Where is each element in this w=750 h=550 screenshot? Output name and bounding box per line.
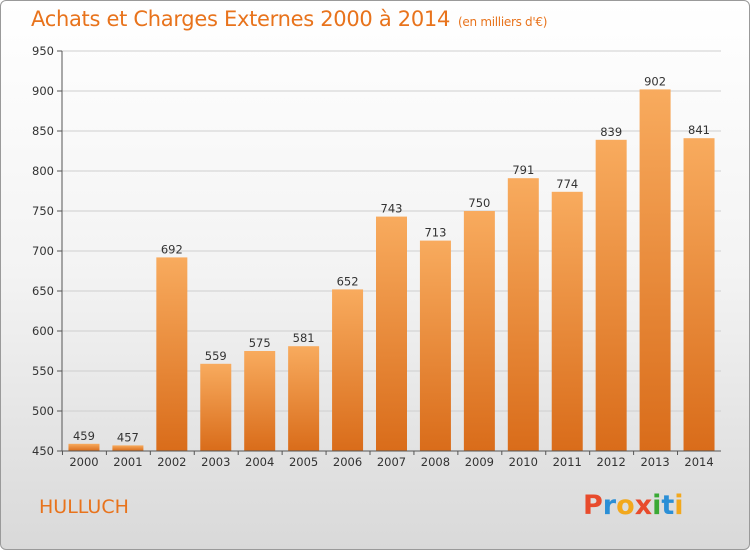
x-tick-label: 2004 — [245, 455, 274, 469]
x-tick-label: 2002 — [157, 455, 186, 469]
data-label: 902 — [644, 74, 666, 88]
y-tick-label: 800 — [32, 164, 54, 178]
x-tick-label: 2012 — [597, 455, 626, 469]
bar — [595, 139, 627, 452]
x-tick-labels: 2000 2001 2002 2003 2004 2005 2006 2007 2008 2009… — [69, 455, 713, 469]
logo-letter: i — [652, 490, 662, 521]
y-tick-label: 600 — [32, 324, 54, 338]
proxiti-logo[interactable]: Proxiti — [583, 490, 684, 521]
axes — [61, 51, 721, 455]
data-label: 743 — [381, 202, 403, 216]
bar — [156, 257, 188, 451]
data-label: 774 — [556, 177, 578, 191]
y-tick-label: 450 — [32, 444, 54, 458]
y-tick-label: 500 — [32, 404, 54, 418]
bar — [288, 346, 320, 451]
x-tick-label: 2011 — [553, 455, 582, 469]
bar — [376, 216, 407, 451]
data-label: 575 — [249, 336, 271, 350]
y-tick-label: 550 — [32, 364, 54, 378]
bar — [200, 363, 232, 451]
bar — [639, 89, 671, 452]
logo-letter: P — [583, 490, 603, 521]
x-tick-label: 2001 — [113, 455, 142, 469]
data-labels: 459 457 692 559 575 581 652 743 713 750 791 774 839 9… — [73, 74, 710, 444]
data-label: 713 — [424, 226, 446, 240]
x-tick-label: 2014 — [684, 455, 713, 469]
y-tick-label: 950 — [32, 44, 54, 58]
y-tick-label: 650 — [32, 284, 54, 298]
logo-letter: i — [674, 490, 684, 521]
y-tick-label: 900 — [32, 84, 54, 98]
bar — [68, 443, 100, 451]
bar — [244, 351, 276, 451]
y-tick-label: 750 — [32, 204, 54, 218]
data-label: 459 — [73, 429, 95, 443]
x-tick-label: 2009 — [465, 455, 494, 469]
bar — [507, 178, 539, 451]
bars — [68, 89, 715, 452]
x-tick-label: 2007 — [377, 455, 406, 469]
x-tick-label: 2008 — [421, 455, 450, 469]
data-label: 457 — [117, 430, 139, 444]
y-tick-label: 700 — [32, 244, 54, 258]
data-label: 839 — [600, 125, 622, 139]
x-tick-label: 2003 — [201, 455, 230, 469]
x-tick-label: 2013 — [640, 455, 669, 469]
y-tick-label: 850 — [32, 124, 54, 138]
x-tick-label: 2005 — [289, 455, 318, 469]
x-tick-label: 2010 — [509, 455, 538, 469]
data-label: 652 — [337, 274, 359, 288]
logo-letter: x — [634, 490, 653, 521]
chart-title-text: Achats et Charges Externes 2000 à 2014 — [31, 7, 451, 31]
bar — [112, 445, 144, 451]
x-tick-label: 2006 — [333, 455, 362, 469]
city-name: HULLUCH — [39, 496, 129, 518]
x-tick-label: 2000 — [69, 455, 98, 469]
data-label: 692 — [161, 242, 183, 256]
chart-unit-note: (en milliers d'€) — [458, 15, 548, 29]
logo-letter: r — [602, 490, 617, 521]
bar — [551, 191, 583, 452]
bar — [419, 240, 451, 451]
data-label: 559 — [205, 349, 227, 363]
y-tick-labels: 450 500 550 600 650 700 750 800 850 900 950 — [32, 44, 54, 458]
data-label: 791 — [512, 163, 534, 177]
chart-title: Achats et Charges Externes 2000 à 2014 (e… — [31, 7, 547, 31]
logo-letter: o — [616, 490, 635, 521]
data-label: 581 — [293, 331, 315, 345]
bar — [332, 289, 364, 451]
logo-letter: t — [661, 490, 675, 521]
bar — [463, 211, 495, 451]
data-label: 841 — [688, 123, 710, 137]
bar — [683, 138, 715, 451]
data-label: 750 — [468, 196, 490, 210]
